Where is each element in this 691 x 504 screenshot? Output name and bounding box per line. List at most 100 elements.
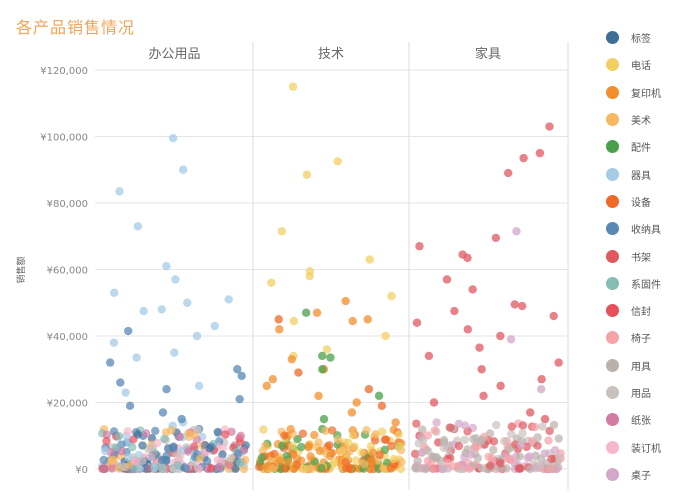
- data-point: [386, 464, 396, 473]
- y-tick-label: ¥120,000: [40, 66, 88, 77]
- legend-item[interactable]: 用具: [606, 352, 691, 379]
- legend-label: 书架: [631, 252, 651, 264]
- y-axis-title: 销售额: [15, 256, 27, 283]
- data-point: [412, 419, 421, 428]
- data-point: [281, 464, 290, 473]
- legend-swatch: [606, 85, 619, 99]
- data-point: [515, 452, 524, 461]
- legend-item[interactable]: 复印机: [606, 79, 691, 106]
- data-point: [333, 157, 342, 166]
- data-point: [297, 442, 306, 452]
- data-point: [512, 227, 521, 236]
- data-point: [506, 335, 516, 344]
- data-point: [319, 414, 329, 424]
- data-point: [105, 358, 115, 367]
- data-point: [485, 461, 495, 470]
- data-point: [322, 345, 332, 354]
- legend-item[interactable]: 配件: [606, 133, 691, 160]
- data-point: [374, 391, 384, 401]
- data-point: [371, 430, 380, 439]
- legend-item[interactable]: 书架: [606, 242, 691, 269]
- legend-label: 美术: [631, 116, 651, 128]
- legend-item[interactable]: 装订机: [606, 433, 691, 460]
- data-point: [362, 425, 371, 435]
- data-point: [418, 425, 427, 434]
- data-point: [280, 431, 289, 440]
- legend-swatch: [606, 386, 619, 399]
- data-point: [510, 440, 520, 449]
- data-point: [233, 365, 242, 374]
- legend-swatch: [606, 222, 619, 236]
- data-point: [109, 338, 119, 347]
- data-point: [177, 414, 186, 424]
- data-point: [259, 425, 268, 434]
- data-point: [473, 454, 483, 463]
- data-point: [317, 464, 326, 473]
- data-point: [516, 464, 525, 473]
- data-point: [396, 464, 406, 474]
- legend-swatch: [606, 194, 619, 208]
- data-point: [379, 464, 389, 473]
- data-point: [504, 444, 514, 454]
- data-point: [314, 391, 323, 401]
- data-point: [132, 353, 141, 362]
- legend-item[interactable]: 信封: [606, 297, 691, 324]
- data-point: [341, 296, 350, 306]
- data-point: [326, 353, 335, 362]
- data-point: [370, 436, 380, 445]
- legend-item[interactable]: 设备: [606, 188, 691, 215]
- data-point: [479, 391, 488, 401]
- data-point: [525, 464, 535, 474]
- data-point: [415, 242, 424, 251]
- data-point: [429, 398, 439, 407]
- data-point: [233, 449, 243, 459]
- data-point: [554, 453, 564, 462]
- data-point: [460, 435, 469, 445]
- legend-item[interactable]: 用品: [606, 379, 691, 406]
- data-point: [123, 427, 132, 436]
- data-point: [537, 385, 546, 394]
- legend-item[interactable]: 收纳具: [606, 215, 691, 242]
- data-point: [380, 445, 390, 455]
- legend-item[interactable]: 美术: [606, 106, 691, 133]
- data-point: [162, 385, 171, 394]
- data-point: [202, 457, 212, 466]
- data-point: [463, 325, 473, 334]
- legend-item[interactable]: 系固件: [606, 270, 691, 297]
- data-point: [337, 446, 347, 456]
- legend-item[interactable]: 电话: [606, 51, 691, 78]
- legend-swatch: [606, 31, 619, 45]
- legend-item[interactable]: 标签: [606, 24, 691, 51]
- legend-item[interactable]: 器具: [606, 160, 691, 187]
- data-point: [100, 446, 110, 456]
- legend-swatch: [606, 467, 619, 481]
- legend-swatch: [606, 140, 619, 154]
- data-point: [138, 456, 147, 465]
- data-point: [150, 464, 159, 473]
- data-point: [215, 462, 224, 472]
- data-point: [546, 464, 555, 473]
- data-point: [357, 448, 366, 457]
- legend-label: 标签: [631, 34, 651, 46]
- data-point: [547, 454, 556, 464]
- data-point: [182, 464, 191, 473]
- data-point: [286, 425, 295, 434]
- data-point: [489, 445, 498, 455]
- data-point: [206, 464, 216, 473]
- data-point: [507, 429, 516, 439]
- legend-item[interactable]: 纸张: [606, 406, 691, 433]
- data-point: [468, 285, 477, 294]
- legend-swatch: [606, 167, 619, 181]
- data-point: [170, 348, 179, 357]
- data-point: [194, 381, 204, 391]
- legend-label: 纸张: [631, 416, 651, 428]
- data-point: [294, 368, 303, 377]
- data-point: [128, 442, 137, 452]
- data-point: [325, 441, 334, 450]
- data-point: [530, 422, 540, 432]
- legend-item[interactable]: 椅子: [606, 324, 691, 351]
- data-point: [235, 458, 245, 468]
- legend-item[interactable]: 桌子: [606, 461, 691, 488]
- data-point: [496, 381, 505, 391]
- data-point: [133, 430, 143, 439]
